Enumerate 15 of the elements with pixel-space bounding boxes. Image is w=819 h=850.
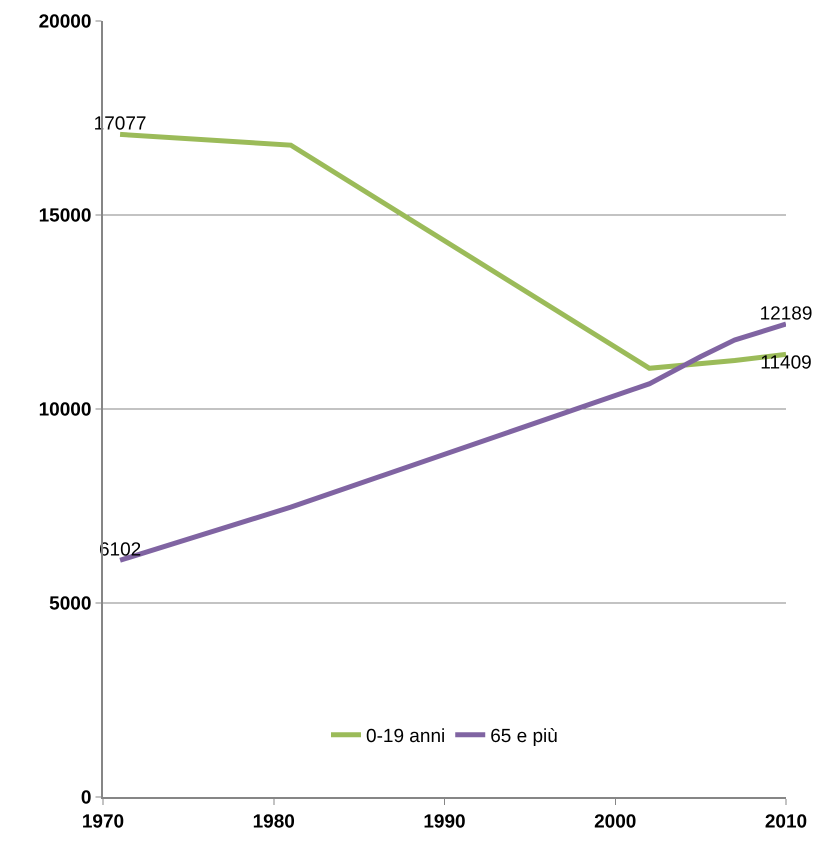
data-label: 11409 <box>760 352 812 374</box>
x-tick-label: 1970 <box>82 812 124 833</box>
legend-label: 0-19 anni <box>366 726 446 748</box>
y-tick-label: 20000 <box>38 12 92 33</box>
y-tick-label: 5000 <box>49 594 92 615</box>
y-tick-label: 15000 <box>38 206 92 227</box>
x-tick-label: 1990 <box>423 812 466 833</box>
x-tick-label: 2010 <box>764 812 808 833</box>
y-tick-label: 0 <box>80 788 92 809</box>
x-tick-label: 1980 <box>252 812 295 833</box>
x-tick-label: 2000 <box>594 812 636 833</box>
y-tick-label: 10000 <box>38 400 92 421</box>
data-label: 17077 <box>94 114 146 135</box>
data-label: 12189 <box>760 303 812 324</box>
legend-label: 65 e più <box>490 726 558 748</box>
